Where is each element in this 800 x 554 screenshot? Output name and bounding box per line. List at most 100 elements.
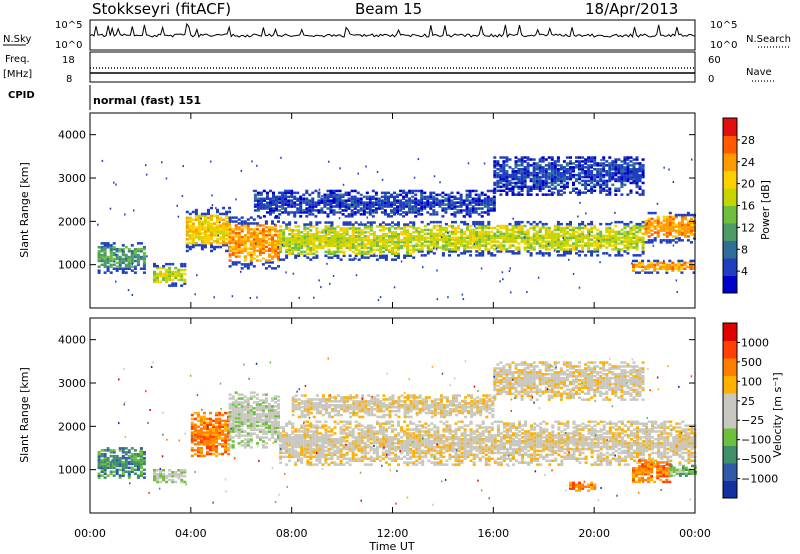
power-cell	[288, 238, 292, 242]
power-cell	[605, 246, 609, 249]
power-cell	[465, 209, 469, 212]
power-cell	[538, 234, 542, 238]
power-cell	[656, 261, 660, 265]
power-cell	[383, 191, 387, 195]
power-cell	[460, 240, 464, 243]
power-cell	[268, 230, 271, 233]
velocity-cell	[142, 451, 146, 454]
velocity-cell	[206, 437, 209, 440]
power-cell	[508, 234, 512, 238]
power-cell	[282, 240, 286, 244]
power-speck	[526, 291, 528, 294]
power-cell	[342, 250, 346, 254]
power-cell	[620, 181, 624, 185]
power-cell	[587, 248, 591, 251]
power-cell	[505, 228, 509, 232]
power-cell	[252, 257, 256, 260]
power-cell	[596, 232, 600, 236]
velocity-cell	[234, 418, 238, 422]
power-cell	[587, 242, 591, 245]
velocity-cell	[309, 463, 313, 466]
power-cell	[502, 164, 506, 167]
velocity-cell	[221, 439, 225, 442]
velocity-cell	[285, 445, 289, 449]
velocity-cell	[300, 443, 304, 447]
velocity-cell	[206, 417, 209, 421]
power-cell	[228, 210, 232, 214]
power-cell	[556, 254, 560, 257]
power-cell	[369, 221, 373, 224]
power-cell	[529, 187, 533, 190]
power-speck	[675, 279, 678, 282]
power-cell	[97, 249, 101, 253]
power-cell	[228, 265, 232, 268]
power-cell	[165, 272, 169, 276]
power-speck	[577, 215, 579, 218]
power-speck	[588, 233, 591, 236]
power-cell	[249, 259, 253, 262]
velocity-cell	[261, 409, 265, 412]
power-cell	[668, 225, 672, 228]
power-cell	[635, 259, 638, 263]
velocity-cell	[209, 433, 212, 436]
power-cell	[526, 236, 530, 239]
power-cell	[453, 213, 457, 216]
power-cell	[338, 193, 342, 197]
power-cell	[417, 238, 421, 241]
power-cell	[426, 236, 430, 239]
power-cell	[686, 227, 690, 230]
power-cell	[641, 242, 645, 245]
power-cell	[363, 250, 367, 254]
power-cell	[347, 215, 351, 218]
power-cell	[490, 244, 494, 247]
power-cell	[277, 235, 280, 239]
power-cell	[578, 177, 581, 181]
power-cell	[584, 242, 588, 245]
power-cell	[496, 171, 500, 175]
power-cell	[374, 193, 378, 197]
velocity-cell	[240, 393, 244, 396]
power-cell	[499, 185, 503, 189]
power-cell	[653, 225, 657, 228]
power-cell	[237, 228, 241, 231]
velocity-cell	[103, 464, 107, 468]
power-cell	[268, 241, 271, 245]
velocity-cell	[193, 448, 197, 452]
power-cell	[264, 222, 268, 225]
power-cell	[626, 224, 630, 228]
power-cell	[197, 222, 201, 225]
power-cell	[372, 221, 376, 224]
power-cell	[584, 179, 588, 183]
power-speck	[318, 279, 320, 282]
power-cell	[447, 197, 451, 200]
power-cell	[584, 234, 588, 238]
nave-tick-top: 60	[708, 55, 721, 66]
power-cell	[396, 199, 399, 202]
power-cell	[538, 170, 542, 173]
power-cell	[638, 179, 642, 183]
power-cell	[466, 246, 470, 249]
power-cell	[300, 240, 304, 244]
power-cell	[165, 268, 169, 272]
power-cell	[438, 205, 442, 208]
power-cell	[400, 244, 404, 248]
power-cell	[547, 226, 551, 230]
velocity-cell	[231, 440, 235, 443]
power-cell	[351, 227, 355, 230]
power-cell	[572, 228, 575, 232]
velocity-cell	[224, 446, 228, 450]
power-cell	[329, 189, 333, 193]
power-cell	[611, 162, 615, 165]
power-cell	[575, 226, 578, 230]
power-cell	[372, 231, 376, 234]
power-cell	[197, 230, 201, 233]
power-cell	[293, 191, 297, 195]
power-cell	[162, 276, 166, 280]
velocity-cell	[294, 449, 298, 453]
power-cell	[520, 175, 524, 179]
velocity-cell	[159, 469, 163, 472]
velocity-cell	[209, 427, 212, 430]
power-cell	[541, 175, 545, 179]
velocity-cell	[285, 441, 289, 445]
power-cell	[351, 238, 355, 242]
